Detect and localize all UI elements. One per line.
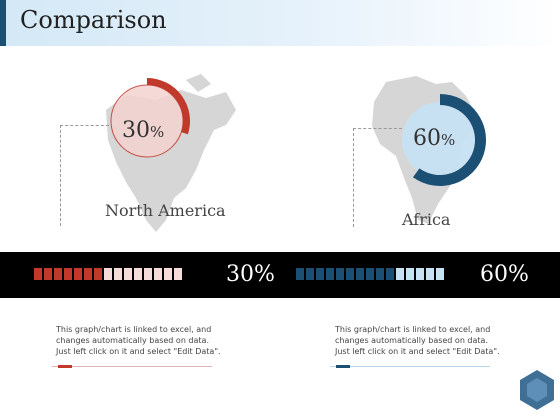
north-america-progress-segment [54,268,62,280]
north-america-progress-bar [34,268,182,280]
africa-progress-segment [296,268,304,280]
progress-band [0,252,560,298]
africa-progress-segment [396,268,404,280]
north-america-progress-segment [64,268,72,280]
title-accent [0,0,6,46]
north-america-note: This graph/chart is linked to excel, and… [56,325,221,356]
page-title: Comparison [20,6,167,34]
africa-note: This graph/chart is linked to excel, and… [335,325,500,356]
north-america-progress-segment [164,268,172,280]
africa-progress-segment [306,268,314,280]
africa-leader-line [353,128,402,227]
north-america-progress-segment [104,268,112,280]
north-america-progress-segment [84,268,92,280]
africa-progress-bar [296,268,444,280]
north-america-percent-sign: % [150,123,165,141]
africa-progress-segment [436,268,444,280]
africa-progress-segment [406,268,414,280]
africa-band-percent: 60% [480,262,529,287]
hexagon-logo-icon [520,370,554,410]
africa-progress-segment [356,268,364,280]
africa-progress-segment [326,268,334,280]
north-america-band-percent: 30% [226,262,275,287]
north-america-note-marker [58,365,72,368]
africa-progress-segment [376,268,384,280]
north-america-progress-segment [174,268,182,280]
africa-progress-segment [416,268,424,280]
north-america-percent-value: 30 [122,118,150,143]
africa-progress-segment [366,268,374,280]
title-bar [0,0,560,46]
north-america-leader-line [60,125,109,226]
africa-progress-segment [316,268,324,280]
north-america-progress-segment [44,268,52,280]
north-america-label: North America [105,201,226,220]
north-america-progress-segment [154,268,162,280]
north-america-progress-segment [124,268,132,280]
africa-note-marker [336,365,350,368]
north-america-progress-segment [114,268,122,280]
north-america-percent: 30% [122,118,164,143]
africa-note-line [330,366,490,367]
africa-percent-sign: % [441,131,456,149]
africa-percent: 60% [413,126,455,151]
africa-ring [402,94,486,186]
africa-progress-segment [386,268,394,280]
north-america-progress-segment [34,268,42,280]
africa-percent-value: 60 [413,126,441,151]
africa-progress-segment [426,268,434,280]
north-america-ring [110,78,190,158]
north-america-progress-segment [74,268,82,280]
north-america-note-line [52,366,212,367]
north-america-progress-segment [94,268,102,280]
africa-progress-segment [346,268,354,280]
africa-progress-segment [336,268,344,280]
north-america-progress-segment [134,268,142,280]
africa-label: Africa [402,210,451,229]
north-america-progress-segment [144,268,152,280]
